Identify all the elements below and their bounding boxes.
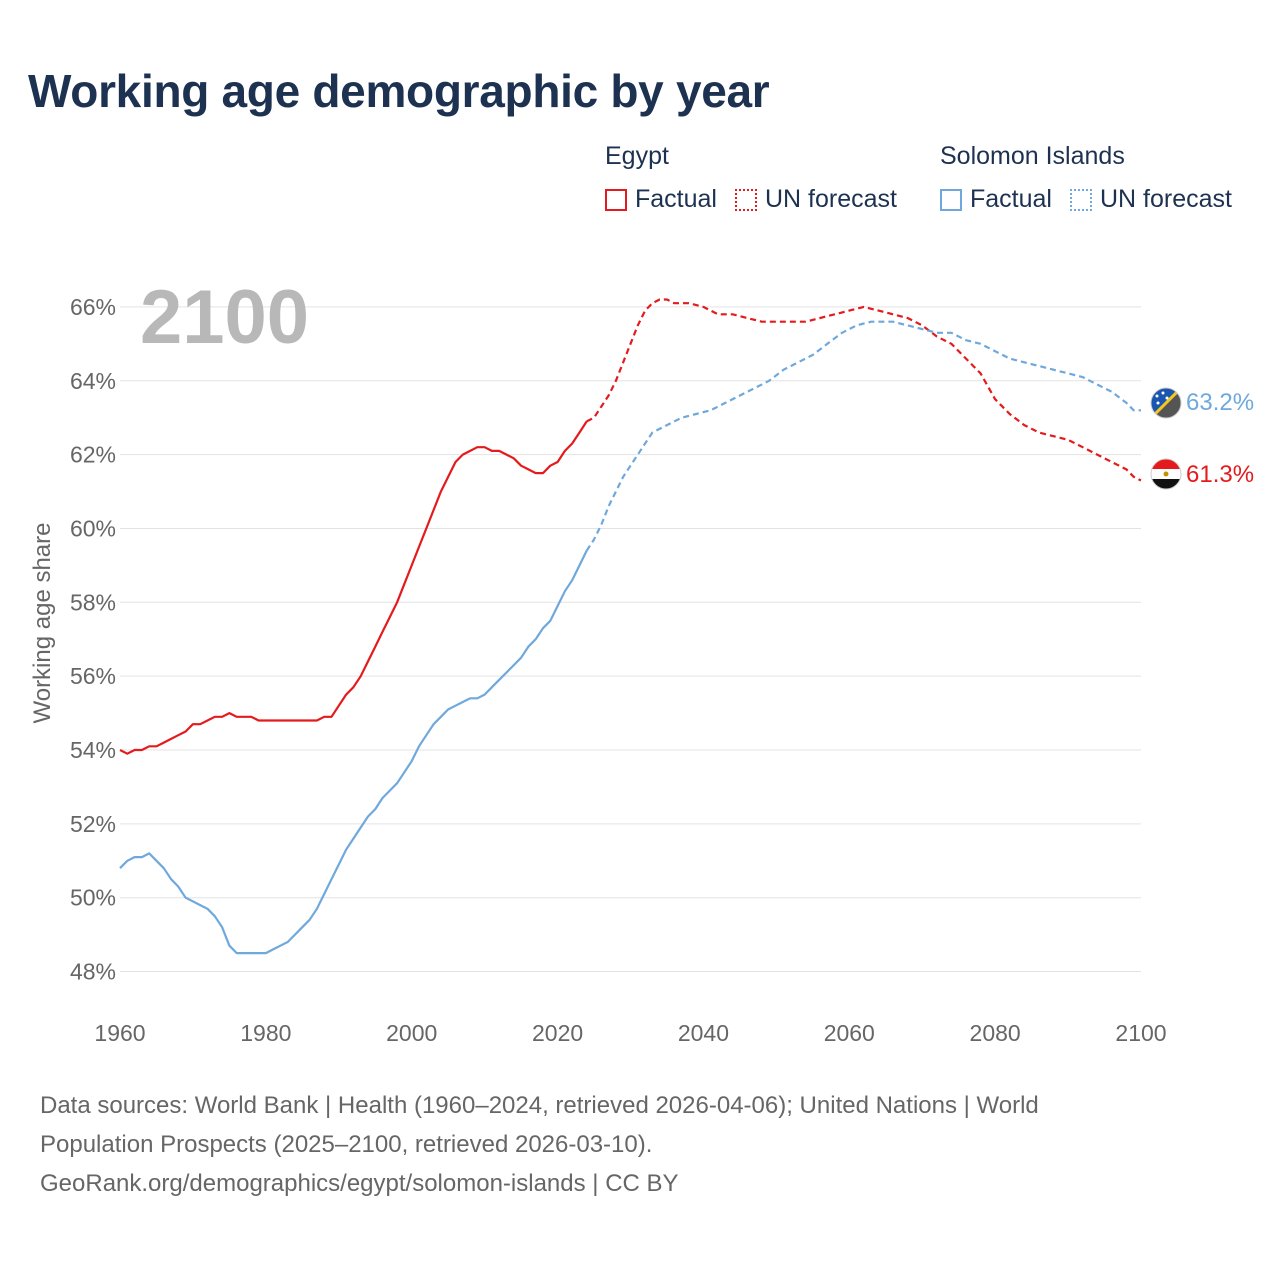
legend-egypt-forecast[interactable]: UN forecast [734, 185, 897, 214]
legend-solomon-factual-label: Factual [970, 185, 1052, 213]
y-tick-label: 62% [70, 442, 116, 468]
x-tick-label: 2100 [1115, 1020, 1166, 1046]
x-tick-label: 2000 [386, 1020, 437, 1046]
y-tick-label: 58% [70, 589, 116, 615]
legend-solomon-factual[interactable]: Factual [940, 185, 1052, 214]
y-tick-label: 64% [70, 368, 116, 394]
x-tick-label: 2060 [824, 1020, 875, 1046]
series-lines [119, 298, 1142, 955]
egypt-flag-icon [1150, 458, 1182, 490]
legend-solomon-forecast-swatch [1069, 188, 1092, 211]
legend-solomon-forecast-label: UN forecast [1099, 185, 1232, 213]
series-line-solomon-islands-factual [119, 550, 588, 955]
footer-sources: Data sources: World Bank | Health (1960–… [40, 1086, 1240, 1203]
legend-solomon-islands: Solomon Islands Factual UN forecast [940, 142, 1250, 214]
legend-egypt-forecast-swatch [734, 188, 757, 211]
y-axis-ticks: 48% 50% 52% 54% 56% 58% 60% 62% 64% 66% [70, 294, 116, 985]
y-tick-label: 52% [70, 811, 116, 837]
legend-country-egypt: Egypt [605, 142, 669, 170]
y-tick-label: 48% [70, 959, 116, 985]
y-tick-label: 66% [70, 294, 116, 320]
y-axis-label: Working age share [29, 523, 56, 724]
x-tick-label: 1980 [240, 1020, 291, 1046]
legend-solomon-factual-swatch [940, 188, 962, 211]
x-axis-ticks: 1960 1980 2000 2020 2040 2060 2080 2100 [94, 1020, 1166, 1046]
x-tick-label: 2040 [678, 1020, 729, 1046]
x-tick-label: 1960 [94, 1020, 145, 1046]
gridlines [120, 306, 1141, 973]
series-line-egypt-factual [119, 420, 588, 755]
legend-egypt-factual-label: Factual [635, 185, 717, 213]
chart-title: Working age demographic by year [28, 65, 770, 117]
series-line-egypt-forecast [586, 298, 1142, 482]
solomon-islands-flag-icon [1150, 387, 1182, 419]
y-tick-label: 50% [70, 885, 116, 911]
y-tick-label: 60% [70, 515, 116, 541]
legend-egypt-factual[interactable]: Factual [605, 185, 717, 214]
legend-egypt: Egypt Factual UN forecast [605, 142, 915, 214]
footer-line-3[interactable]: GeoRank.org/demographics/egypt/solomon-i… [40, 1170, 679, 1197]
footer-line-2: Population Prospects (2025–2100, retriev… [40, 1131, 653, 1158]
series-line-solomon-islands-forecast [585, 320, 1141, 552]
footer-line-1: Data sources: World Bank | Health (1960–… [40, 1092, 1039, 1119]
legend-egypt-forecast-label: UN forecast [764, 185, 897, 213]
x-tick-label: 2080 [970, 1020, 1021, 1046]
legend-country-solomon-islands: Solomon Islands [940, 142, 1125, 170]
end-label-solomon-islands: 63.2% [1186, 389, 1254, 416]
year-watermark: 2100 [140, 275, 309, 360]
legend-egypt-factual-swatch [605, 188, 627, 211]
x-tick-label: 2020 [532, 1020, 583, 1046]
end-label-egypt: 61.3% [1186, 461, 1254, 488]
line-chart: 48% 50% 52% 54% 56% 58% 60% 62% 64% 66% 1960 1980 2… [29, 275, 1254, 1046]
y-tick-label: 56% [70, 663, 116, 689]
legend-solomon-forecast[interactable]: UN forecast [1069, 185, 1232, 214]
y-tick-label: 54% [70, 737, 116, 763]
